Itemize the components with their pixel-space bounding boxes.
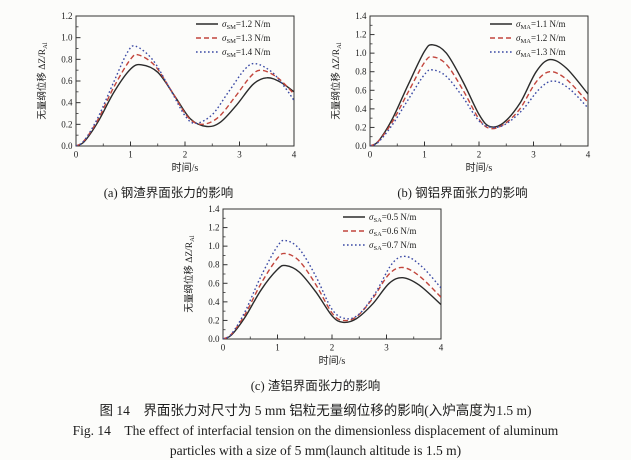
svg-text:3: 3 xyxy=(531,150,536,160)
svg-text:1.4: 1.4 xyxy=(208,204,220,214)
svg-text:σMA=1.2 N/m: σMA=1.2 N/m xyxy=(516,33,566,45)
svg-text:1.2: 1.2 xyxy=(208,223,219,233)
svg-text:0.4: 0.4 xyxy=(61,98,73,108)
subplot-b: 0 1 2 3 4 0.0 0.2 0.4 0.6 0.8 1.0 1.2 1.4 时间/s 无量纲位移 Δ… xyxy=(324,8,602,201)
svg-text:0: 0 xyxy=(220,343,225,353)
svg-text:4: 4 xyxy=(291,150,296,160)
subplot-c-chart: 0 1 2 3 4 0.0 0.2 0.4 0.6 0.8 1.0 1.2 1.4 时间/s 无量纲位移 Δ… xyxy=(183,204,444,367)
top-row: 0 1 2 3 4 0.0 0.2 0.4 0.6 0.8 1.0 1.2 时间/s 无量纲位移 ΔZ/R… xyxy=(0,8,631,201)
svg-text:0.0: 0.0 xyxy=(208,334,220,344)
svg-text:无量纲位移 ΔZ/RAl: 无量纲位移 ΔZ/RAl xyxy=(183,235,196,312)
svg-text:时间/s: 时间/s xyxy=(171,161,198,174)
svg-text:0: 0 xyxy=(73,150,78,160)
caption-en-line2: particles with a size of 5 mm(launch alt… xyxy=(169,443,462,458)
svg-text:1.0: 1.0 xyxy=(208,241,220,251)
svg-text:0.8: 0.8 xyxy=(61,54,73,64)
svg-text:0.2: 0.2 xyxy=(355,122,366,132)
svg-text:σMA=1.3 N/m: σMA=1.3 N/m xyxy=(516,47,566,59)
svg-text:时间/s: 时间/s xyxy=(318,354,345,367)
svg-text:3: 3 xyxy=(384,343,389,353)
svg-text:σSM=1.2 N/m: σSM=1.2 N/m xyxy=(222,19,270,31)
svg-text:1.2: 1.2 xyxy=(355,30,366,40)
svg-text:2: 2 xyxy=(476,150,481,160)
subplot-b-caption: (b) 钢铝界面张力的影响 xyxy=(397,186,528,200)
svg-text:0.2: 0.2 xyxy=(208,315,219,325)
svg-text:1: 1 xyxy=(275,343,280,353)
svg-text:0.0: 0.0 xyxy=(61,141,73,151)
caption-zh: 图 14 界面张力对尺寸为 5 mm 铝粒无量纲位移的影响(入炉高度为1.5 m… xyxy=(99,403,532,418)
svg-text:1.2: 1.2 xyxy=(61,11,72,21)
svg-text:0.8: 0.8 xyxy=(208,260,220,270)
svg-text:σSA=0.5 N/m: σSA=0.5 N/m xyxy=(369,212,416,224)
svg-text:σSA=0.6 N/m: σSA=0.6 N/m xyxy=(369,226,416,238)
svg-text:无量纲位移 ΔZ/RAl: 无量纲位移 ΔZ/RAl xyxy=(330,42,343,119)
subplot-c: 0 1 2 3 4 0.0 0.2 0.4 0.6 0.8 1.0 1.2 1.4 时间/s 无量纲位移 Δ… xyxy=(177,201,455,394)
svg-text:0.6: 0.6 xyxy=(61,76,73,86)
subplot-a-caption: (a) 钢渣界面张力的影响 xyxy=(103,186,234,200)
svg-text:0.4: 0.4 xyxy=(355,104,367,114)
svg-text:0.0: 0.0 xyxy=(355,141,367,151)
svg-text:0.2: 0.2 xyxy=(61,119,72,129)
svg-text:3: 3 xyxy=(237,150,242,160)
subplot-a-chart: 0 1 2 3 4 0.0 0.2 0.4 0.6 0.8 1.0 1.2 时间/s 无量纲位移 ΔZ/R… xyxy=(36,11,297,174)
svg-text:σSA=0.7 N/m: σSA=0.7 N/m xyxy=(369,240,416,252)
svg-text:1: 1 xyxy=(422,150,427,160)
svg-text:σMA=1.1 N/m: σMA=1.1 N/m xyxy=(516,19,566,31)
svg-text:0.6: 0.6 xyxy=(208,278,220,288)
svg-text:0.4: 0.4 xyxy=(208,297,220,307)
svg-text:4: 4 xyxy=(585,150,590,160)
bottom-row: 0 1 2 3 4 0.0 0.2 0.4 0.6 0.8 1.0 1.2 1.4 时间/s 无量纲位移 Δ… xyxy=(0,201,631,394)
subplot-a: 0 1 2 3 4 0.0 0.2 0.4 0.6 0.8 1.0 1.2 时间/s 无量纲位移 ΔZ/R… xyxy=(30,8,308,201)
svg-text:1.0: 1.0 xyxy=(61,33,73,43)
svg-text:0.6: 0.6 xyxy=(355,85,367,95)
svg-text:2: 2 xyxy=(329,343,334,353)
svg-text:无量纲位移 ΔZ/RAl: 无量纲位移 ΔZ/RAl xyxy=(36,42,49,119)
svg-text:0: 0 xyxy=(367,150,372,160)
svg-text:时间/s: 时间/s xyxy=(465,161,492,174)
svg-text:1.4: 1.4 xyxy=(355,11,367,21)
svg-text:1.0: 1.0 xyxy=(355,48,367,58)
svg-text:1: 1 xyxy=(128,150,133,160)
svg-text:2: 2 xyxy=(182,150,187,160)
svg-text:σSM=1.4 N/m: σSM=1.4 N/m xyxy=(222,47,270,59)
subplot-b-chart: 0 1 2 3 4 0.0 0.2 0.4 0.6 0.8 1.0 1.2 1.4 时间/s 无量纲位移 Δ… xyxy=(330,11,591,174)
svg-text:4: 4 xyxy=(438,343,443,353)
svg-text:0.8: 0.8 xyxy=(355,67,367,77)
subplot-c-caption: (c) 渣铝界面张力的影响 xyxy=(250,379,381,393)
svg-text:σSM=1.3 N/m: σSM=1.3 N/m xyxy=(222,33,270,45)
caption-en-line1: Fig. 14 The effect of interfacial tensio… xyxy=(72,423,559,438)
figure-caption: 图 14 界面张力对尺寸为 5 mm 铝粒无量纲位移的影响(入炉高度为1.5 m… xyxy=(0,401,631,460)
